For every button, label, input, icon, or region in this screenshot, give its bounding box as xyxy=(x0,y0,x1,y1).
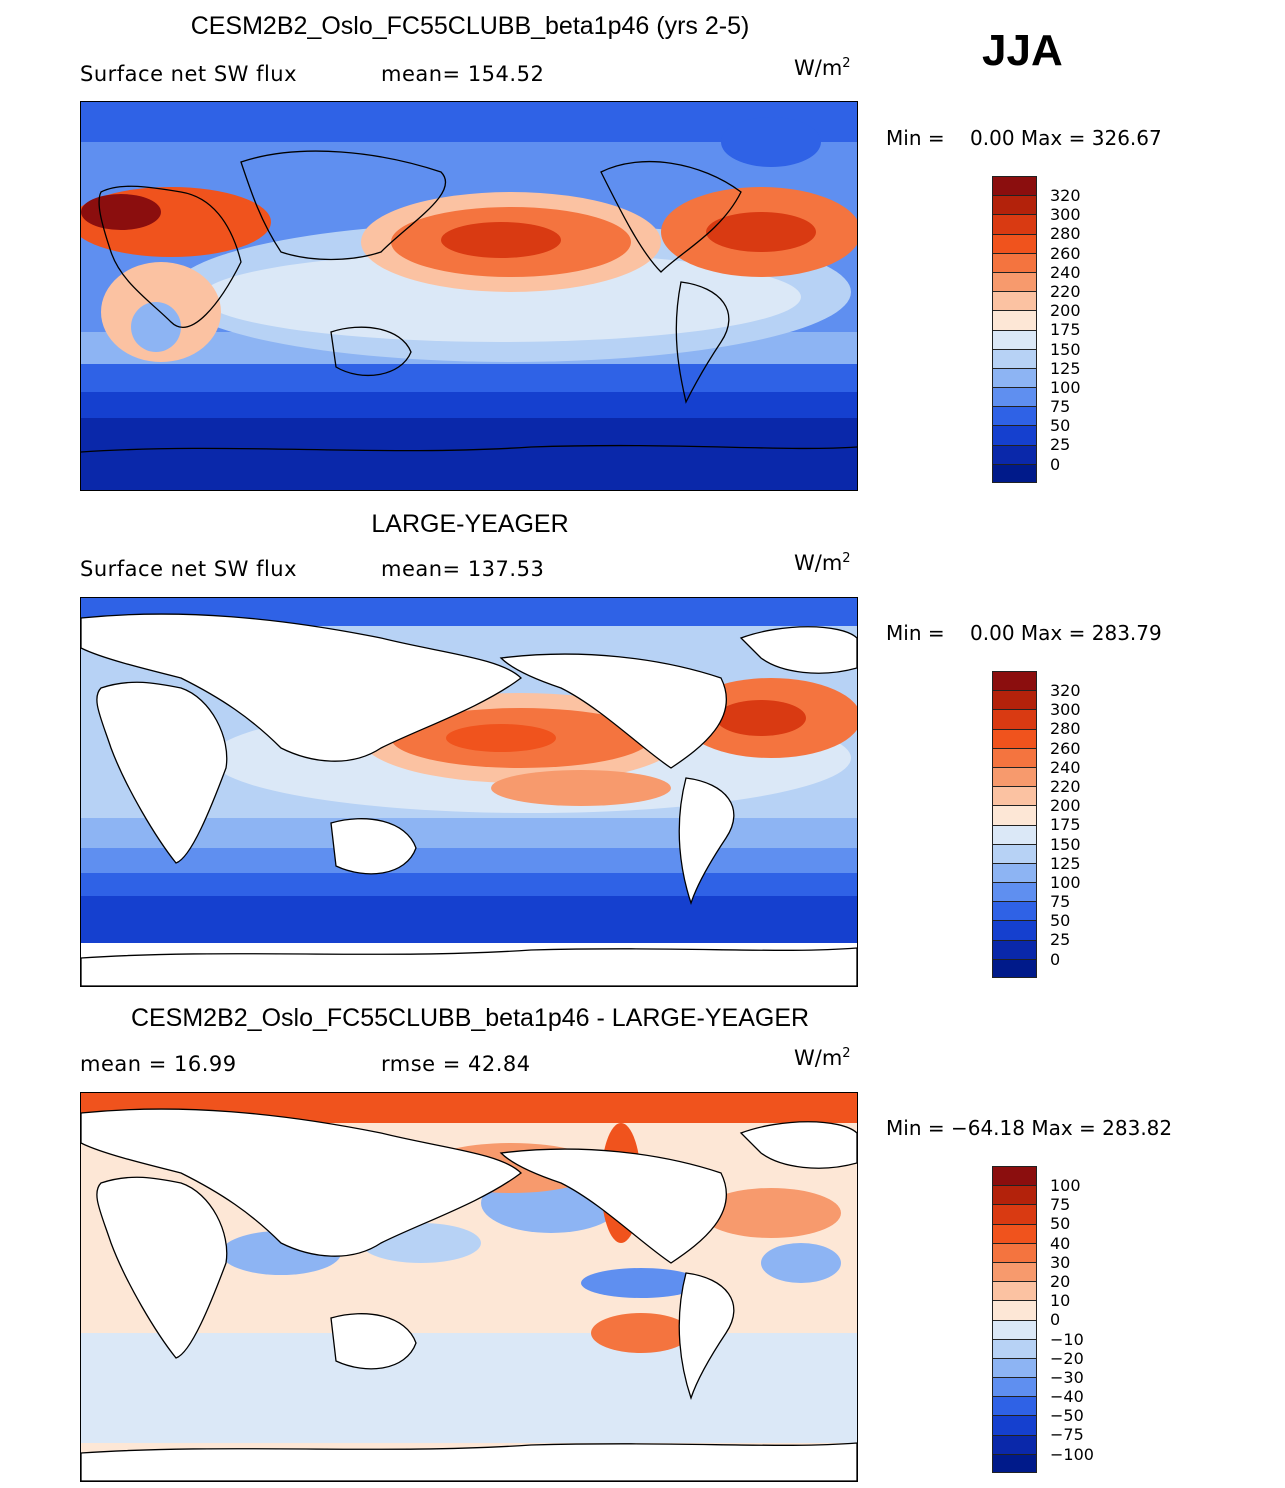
panel-3-title: CESM2B2_Oslo_FC55CLUBB_beta1p46 - LARGE-… xyxy=(130,1004,810,1032)
panel-2-minmax: Min = 0.00 Max = 283.79 xyxy=(886,621,1162,645)
panel-3-map[interactable] xyxy=(80,1092,858,1482)
colorbar-label: 75 xyxy=(1050,892,1071,912)
panel-1-colorbar xyxy=(992,176,1037,483)
panel-2-units: W/m2 xyxy=(794,551,851,575)
panel-2-mean-label: mean= 137.53 xyxy=(381,557,545,581)
colorbar-label: 125 xyxy=(1050,358,1081,378)
colorbar-label: 280 xyxy=(1050,224,1081,244)
season-label: JJA xyxy=(982,26,1063,75)
colorbar-label: 320 xyxy=(1050,681,1081,700)
colorbar-label: 75 xyxy=(1050,397,1071,417)
colorbar-label: 30 xyxy=(1050,1252,1071,1272)
colorbar-label: 175 xyxy=(1050,815,1081,835)
colorbar-label: 75 xyxy=(1050,1195,1071,1215)
colorbar-label: 100 xyxy=(1050,1176,1081,1195)
colorbar-label: 175 xyxy=(1050,320,1081,340)
colorbar-label: −50 xyxy=(1050,1406,1084,1426)
colorbar-label: −75 xyxy=(1050,1425,1084,1445)
panel-3-colorbar-labels: 100 75 50 40 30 20 10 0 −10 −20 −30 −40 … xyxy=(1050,1176,1094,1464)
colorbar-label: 25 xyxy=(1050,435,1071,455)
colorbar-label: −10 xyxy=(1050,1329,1084,1349)
panel-2-colorbar xyxy=(992,671,1037,978)
colorbar-label: 300 xyxy=(1050,700,1081,720)
colorbar-label: 320 xyxy=(1050,186,1081,205)
panel-1-title: CESM2B2_Oslo_FC55CLUBB_beta1p46 (yrs 2-5… xyxy=(190,12,750,40)
panel-1-units: W/m2 xyxy=(794,56,851,80)
panel-1-variable-label: Surface net SW flux xyxy=(80,62,298,86)
panel-2-map[interactable] xyxy=(80,597,858,987)
colorbar-label: −20 xyxy=(1050,1348,1084,1368)
colorbar-label: 0 xyxy=(1050,454,1061,474)
panel-3-colorbar xyxy=(992,1166,1037,1473)
colorbar-label: 50 xyxy=(1050,911,1071,931)
colorbar-label: 50 xyxy=(1050,1214,1071,1234)
colorbar-label: 100 xyxy=(1050,872,1081,892)
panel-1-colorbar-labels: 320 300 280 260 240 220 200 175 150 125 … xyxy=(1050,186,1081,474)
colorbar-label: 125 xyxy=(1050,853,1081,873)
panel-2-variable-label: Surface net SW flux xyxy=(80,557,298,581)
colorbar-label: 220 xyxy=(1050,281,1081,301)
colorbar-label: 10 xyxy=(1050,1291,1071,1311)
colorbar-label: 260 xyxy=(1050,243,1081,263)
panel-3-minmax: Min = −64.18 Max = 283.82 xyxy=(886,1116,1173,1140)
colorbar-label: 40 xyxy=(1050,1233,1071,1253)
colorbar-label: 150 xyxy=(1050,339,1081,359)
colorbar-label: 220 xyxy=(1050,776,1081,796)
colorbar-label: 300 xyxy=(1050,205,1081,225)
colorbar-label: 200 xyxy=(1050,796,1081,816)
panel-2-title: LARGE-YEAGER xyxy=(371,510,569,538)
panel-1-minmax: Min = 0.00 Max = 326.67 xyxy=(886,126,1162,150)
colorbar-label: 260 xyxy=(1050,738,1081,758)
colorbar-label: 150 xyxy=(1050,834,1081,854)
colorbar-label: 0 xyxy=(1050,949,1061,969)
panel-1-mean-label: mean= 154.52 xyxy=(381,62,545,86)
colorbar-label: 50 xyxy=(1050,416,1071,436)
colorbar-label: −30 xyxy=(1050,1367,1084,1387)
colorbar-label: 280 xyxy=(1050,719,1081,739)
colorbar-label: 25 xyxy=(1050,930,1071,950)
colorbar-label: 0 xyxy=(1050,1310,1061,1330)
colorbar-label: −100 xyxy=(1050,1444,1094,1464)
colorbar-label: −40 xyxy=(1050,1387,1084,1407)
colorbar-label: 100 xyxy=(1050,377,1081,397)
colorbar-label: 200 xyxy=(1050,301,1081,321)
panel-1-map[interactable] xyxy=(80,101,858,491)
colorbar-label: 240 xyxy=(1050,757,1081,777)
panel-3-units: W/m2 xyxy=(794,1046,851,1070)
colorbar-label: 240 xyxy=(1050,262,1081,282)
colorbar-label: 20 xyxy=(1050,1271,1071,1291)
panel-3-mean-label: mean = 16.99 xyxy=(80,1052,237,1076)
panel-3-rmse-label: rmse = 42.84 xyxy=(381,1052,531,1076)
panel-2-colorbar-labels: 320 300 280 260 240 220 200 175 150 125 … xyxy=(1050,681,1081,969)
